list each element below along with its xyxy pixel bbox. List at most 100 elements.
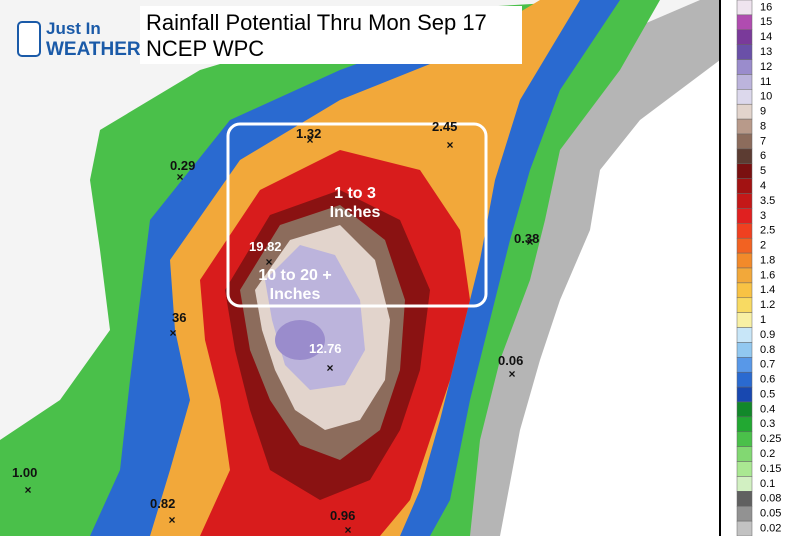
legend-swatch bbox=[736, 252, 753, 269]
legend-swatch bbox=[736, 461, 753, 477]
legend-swatch bbox=[736, 44, 753, 60]
legend-label: 0.1 bbox=[760, 478, 775, 490]
point-label: 12.76 bbox=[309, 341, 342, 356]
legend-label: 16 bbox=[760, 1, 772, 13]
legend-label: 8 bbox=[760, 120, 766, 132]
legend-label: 15 bbox=[760, 16, 772, 28]
annotation: 1 to 3 Inches bbox=[330, 185, 381, 221]
legend-label: 2.5 bbox=[760, 225, 775, 237]
point-label: 19.82 bbox=[249, 239, 282, 254]
legend-swatch bbox=[736, 327, 753, 343]
legend-label: 0.4 bbox=[760, 403, 775, 415]
legend-swatch bbox=[736, 282, 753, 299]
title-box bbox=[140, 6, 522, 64]
legend-swatch bbox=[736, 357, 753, 373]
title: Rainfall Potential Thru Mon Sep 17 bbox=[146, 10, 487, 35]
legend-bg bbox=[720, 0, 794, 536]
marker: × bbox=[508, 367, 515, 381]
legend-label: 0.25 bbox=[760, 433, 781, 445]
legend-label: 1.8 bbox=[760, 254, 775, 266]
precip-gray bbox=[440, 0, 720, 536]
legend-swatch bbox=[736, 29, 753, 45]
marker: × bbox=[526, 235, 533, 249]
point-label: 1.00 bbox=[12, 465, 37, 480]
legend-label: 14 bbox=[760, 31, 772, 43]
legend-label: 1.4 bbox=[760, 284, 775, 296]
legend-swatch bbox=[736, 103, 753, 120]
legend-swatch bbox=[736, 148, 753, 165]
legend-label: 1 bbox=[760, 314, 766, 326]
legend-label: 0.2 bbox=[760, 448, 775, 460]
annotation: 10 to 20 + Inches bbox=[258, 267, 331, 303]
logo-text: Just In bbox=[46, 19, 101, 38]
legend-swatch bbox=[736, 89, 753, 105]
legend-label: 3 bbox=[760, 210, 766, 222]
legend-label: 0.05 bbox=[760, 508, 781, 520]
highlight-box bbox=[226, 122, 488, 308]
legend-swatch bbox=[736, 491, 753, 507]
legend-label: 9 bbox=[760, 106, 766, 118]
legend-swatch bbox=[736, 133, 753, 150]
legend-label: 0.6 bbox=[760, 374, 775, 386]
precip-purple bbox=[275, 320, 325, 360]
point-label: 0.82 bbox=[150, 496, 175, 511]
legend-label: 0.8 bbox=[760, 344, 775, 356]
legend-label: 0.02 bbox=[760, 522, 781, 534]
legend-label: 13 bbox=[760, 46, 772, 58]
legend-label: 6 bbox=[760, 150, 766, 162]
legend-swatch bbox=[736, 476, 753, 492]
marker: × bbox=[24, 483, 31, 497]
legend-swatch bbox=[736, 223, 753, 239]
point-label: 0.29 bbox=[170, 158, 195, 173]
legend-label: 0.3 bbox=[760, 418, 775, 430]
legend-label: 1.6 bbox=[760, 269, 775, 281]
logo-text: WEATHER bbox=[46, 39, 141, 60]
legend-label: 0.15 bbox=[760, 463, 781, 475]
marker: × bbox=[176, 170, 183, 184]
marker: × bbox=[306, 133, 313, 147]
legend-swatch bbox=[736, 520, 753, 536]
legend-swatch bbox=[736, 371, 753, 388]
point-label: 0.96 bbox=[330, 508, 355, 523]
legend-swatch bbox=[736, 416, 753, 433]
subtitle: NCEP WPC bbox=[146, 36, 264, 61]
marker: × bbox=[168, 513, 175, 527]
legend-swatch bbox=[736, 178, 753, 194]
legend-swatch bbox=[736, 14, 753, 31]
legend-swatch bbox=[736, 59, 753, 75]
legend-label: 0.7 bbox=[760, 359, 775, 371]
legend-label: 5 bbox=[760, 165, 766, 177]
point-label: 1.32 bbox=[296, 126, 321, 141]
legend-swatch bbox=[736, 74, 753, 90]
marker: × bbox=[265, 255, 272, 269]
legend-label: 3.5 bbox=[760, 195, 775, 207]
marker: × bbox=[344, 523, 351, 536]
logo-icon bbox=[17, 21, 41, 57]
legend-swatch bbox=[736, 342, 753, 358]
marker: × bbox=[169, 326, 176, 340]
legend-label: 0.5 bbox=[760, 388, 775, 400]
legend-swatch bbox=[736, 312, 753, 328]
point-label: 0.38 bbox=[514, 231, 539, 246]
legend-label: 10 bbox=[760, 91, 772, 103]
legend-label: 2 bbox=[760, 240, 766, 252]
marker: × bbox=[446, 138, 453, 152]
legend-label: 0.08 bbox=[760, 493, 781, 505]
legend-swatch bbox=[736, 208, 753, 224]
point-label: 2.45 bbox=[432, 119, 457, 134]
legend-swatch bbox=[736, 237, 753, 254]
legend-swatch bbox=[736, 505, 753, 522]
legend-swatch bbox=[736, 401, 753, 418]
logo: Just In WEATHER bbox=[17, 19, 141, 60]
legend-swatch bbox=[736, 0, 753, 16]
legend-label: 1.2 bbox=[760, 299, 775, 311]
point-label: 36 bbox=[172, 310, 186, 325]
legend-label: 12 bbox=[760, 61, 772, 73]
legend-swatch bbox=[736, 386, 753, 403]
point-label: 0.06 bbox=[498, 353, 523, 368]
legend-swatch bbox=[736, 297, 753, 313]
marker: × bbox=[326, 361, 333, 375]
legend-swatch bbox=[736, 446, 753, 462]
legend-swatch bbox=[736, 267, 753, 284]
